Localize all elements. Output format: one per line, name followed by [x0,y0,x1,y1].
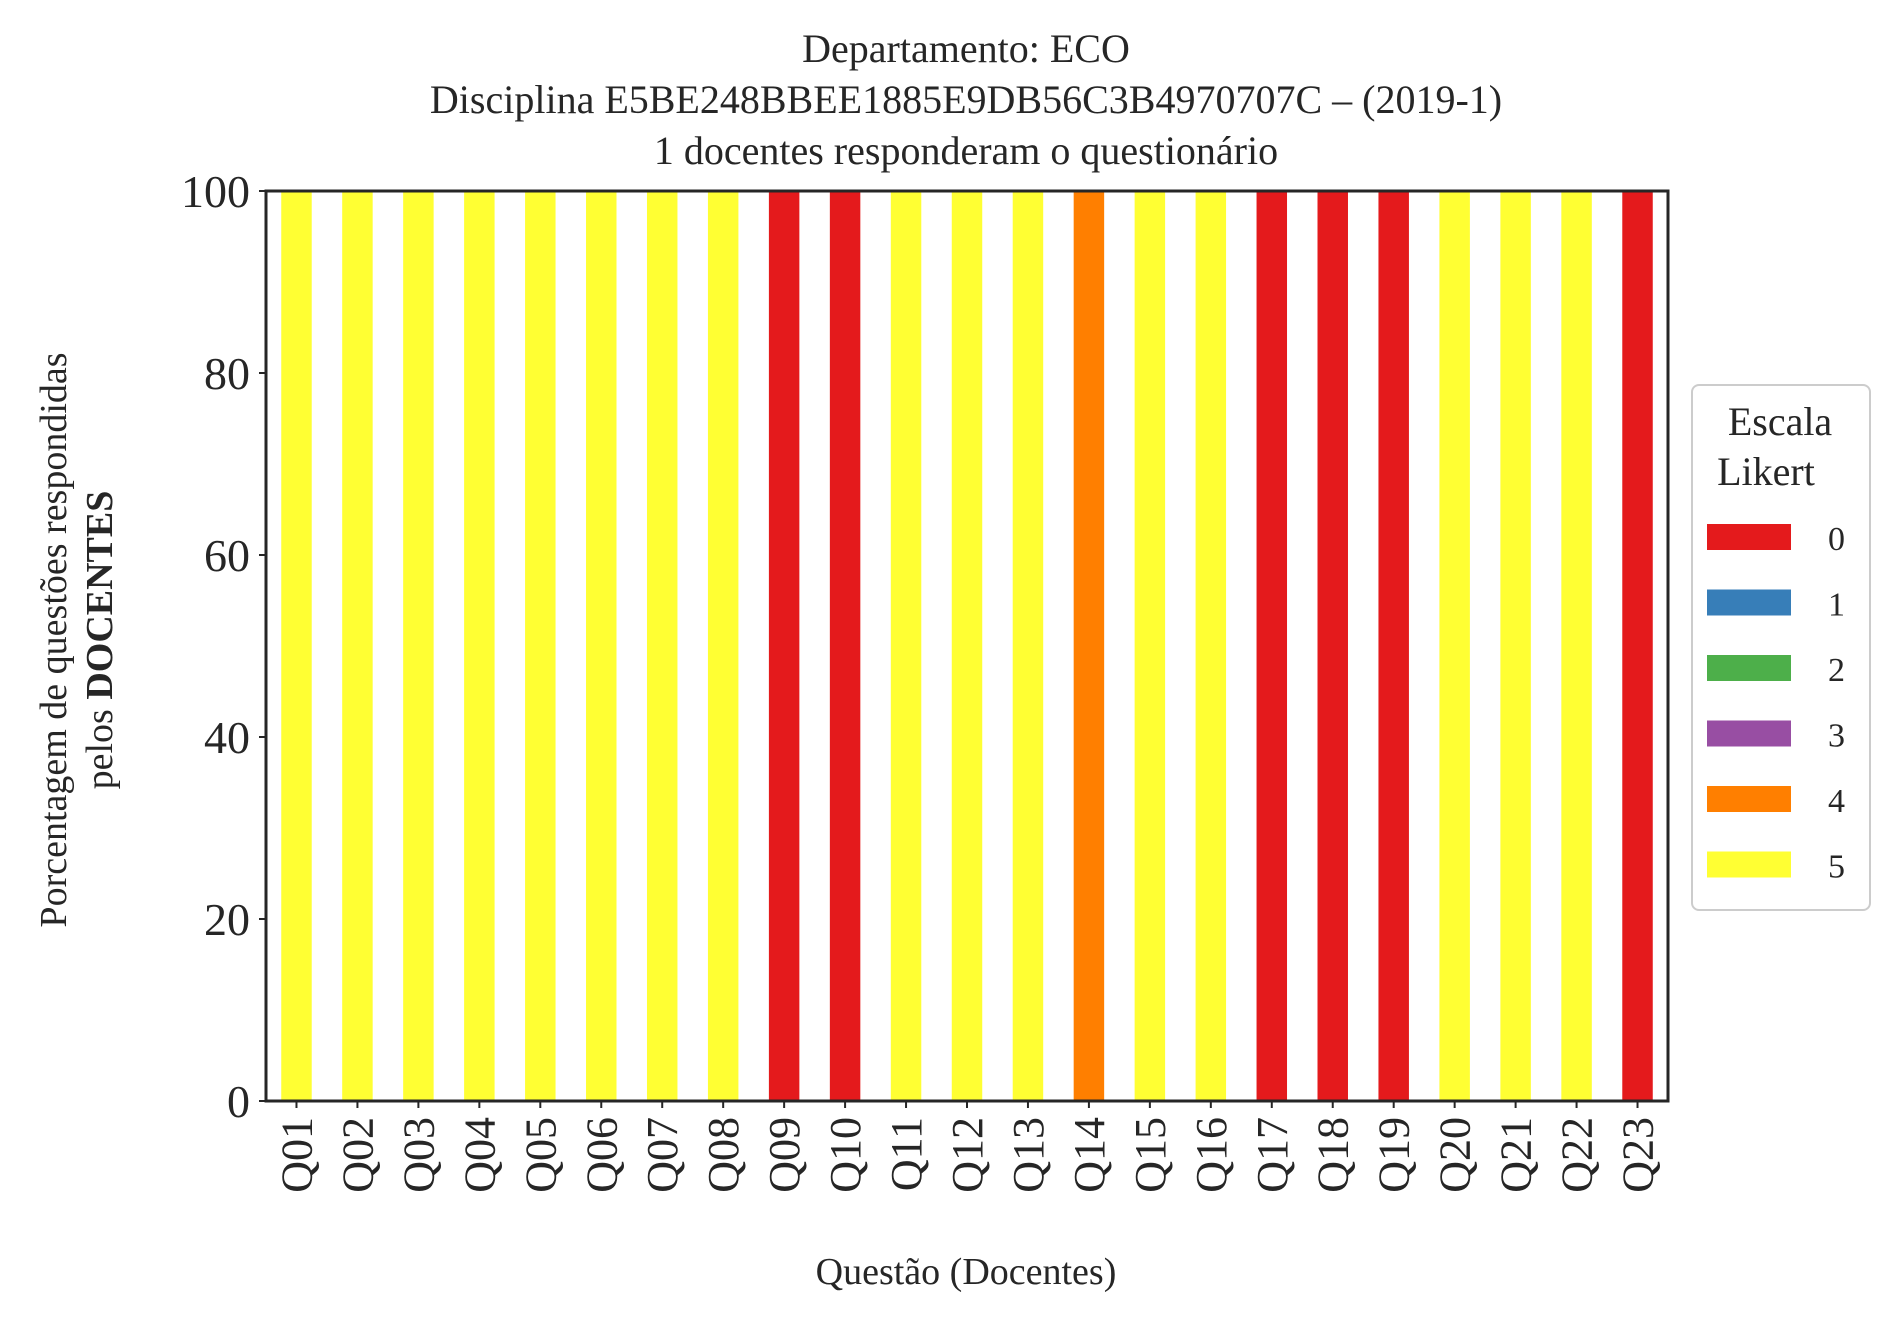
legend-title-line-1: Escala [1728,399,1833,444]
y-tick-label: 40 [204,712,250,763]
legend-label-1: 1 [1828,587,1845,624]
x-tick-label: Q11 [882,1117,931,1191]
bar-Q13-likert-5 [1012,191,1044,1101]
x-ticks-group: Q01 Q02 Q03 Q04 Q05 Q06 Q07 Q08 Q09 Q10 Q11 Q12 Q13 Q… [272,1101,1663,1193]
x-tick-label: Q21 [1492,1117,1541,1193]
x-tick-label: Q17 [1248,1117,1297,1193]
bar-Q17-likert-0 [1256,191,1288,1101]
x-tick-label: Q08 [699,1117,748,1193]
chart-title-line-1: Departamento: ECO [802,26,1130,71]
legend-box [1691,384,1871,911]
x-tick-label: Q04 [455,1117,504,1193]
x-tick-label: Q15 [1126,1117,1175,1193]
x-tick-label: Q01 [272,1117,321,1193]
x-tick-label: Q05 [516,1117,565,1193]
y-tick-label: 0 [227,1076,250,1127]
legend-label-3: 3 [1828,718,1845,755]
y-axis-label: Porcentagem de questões respondidas pelo… [33,352,121,927]
bar-Q14-likert-4 [1073,191,1105,1101]
bar-Q07-likert-5 [646,191,678,1101]
plot-frame [264,189,1670,1103]
x-tick-label: Q09 [760,1117,809,1193]
legend-label-0: 0 [1828,521,1845,558]
bar-Q22-likert-5 [1561,191,1592,1101]
x-tick-label: Q18 [1309,1117,1358,1193]
legend-label-2: 2 [1828,652,1845,689]
legend-swatch-0 [1707,524,1791,550]
bar-Q19-likert-0 [1378,191,1409,1101]
legend-items: 0 1 2 3 4 5 [1707,521,1845,886]
legend-swatch-2 [1707,655,1791,681]
y-ticks-group: 0 20 40 60 80 100 [181,166,266,1127]
x-axis-label: Questão (Docentes) [816,1251,1117,1293]
chart-title-line-2: Disciplina E5BE248BBEE1885E9DB56C3B49707… [430,77,1502,122]
x-tick-label: Q23 [1614,1117,1663,1193]
legend-swatch-1 [1707,589,1791,616]
y-tick-label: 20 [204,894,250,945]
bar-Q08-likert-5 [707,191,739,1101]
bar-Q11-likert-5 [890,191,922,1101]
legend-swatch-5 [1707,851,1791,878]
bar-Q03-likert-5 [403,191,434,1101]
bar-Q02-likert-5 [342,191,373,1101]
y-tick-label: 100 [181,166,250,217]
legend-swatch-4 [1707,786,1791,812]
chart-title-line-3: 1 docentes responderam o questionário [654,128,1278,173]
x-tick-label: Q13 [1004,1117,1053,1193]
bar-Q20-likert-5 [1439,191,1470,1101]
bar-Q05-likert-5 [525,191,556,1101]
x-tick-label: Q12 [943,1117,992,1193]
x-tick-label: Q14 [1065,1117,1114,1193]
bar-Q09-likert-0 [768,191,800,1101]
legend-label-5: 5 [1828,849,1845,886]
x-tick-label: Q19 [1370,1117,1419,1193]
y-axis-label-line-2: pelos DOCENTES [79,491,121,790]
x-tick-label: Q10 [821,1117,870,1193]
x-tick-label: Q03 [394,1117,443,1193]
bar-Q21-likert-5 [1500,191,1531,1101]
x-tick-label: Q22 [1553,1117,1602,1193]
bar-Q10-likert-0 [829,191,861,1101]
x-tick-label: Q02 [333,1117,382,1193]
bar-Q23-likert-0 [1622,191,1653,1101]
bar-Q15-likert-5 [1134,191,1166,1101]
bar-Q01-likert-5 [281,191,312,1101]
bar-Q12-likert-5 [951,191,983,1101]
bar-Q04-likert-5 [464,191,495,1101]
bars-group [281,191,1653,1101]
y-axis-label-line-2-prefix: pelos [79,700,121,790]
x-tick-label: Q16 [1187,1117,1236,1193]
y-axis-label-line-2-bold: DOCENTES [79,491,121,700]
bar-Q16-likert-5 [1195,191,1227,1101]
y-tick-label: 60 [204,530,250,581]
bar-Q18-likert-0 [1317,191,1348,1101]
legend-label-4: 4 [1828,783,1845,820]
x-tick-label: Q20 [1431,1117,1480,1193]
x-tick-label: Q07 [638,1117,687,1193]
x-tick-label: Q06 [577,1117,626,1193]
legend: Escala Likert 0 1 2 3 4 5 [1691,384,1871,911]
legend-title-line-2: Likert [1717,449,1815,494]
y-axis-label-line-1: Porcentagem de questões respondidas [33,352,75,927]
y-tick-label: 80 [204,348,250,399]
bar-Q06-likert-5 [586,191,617,1101]
legend-swatch-3 [1707,720,1791,747]
